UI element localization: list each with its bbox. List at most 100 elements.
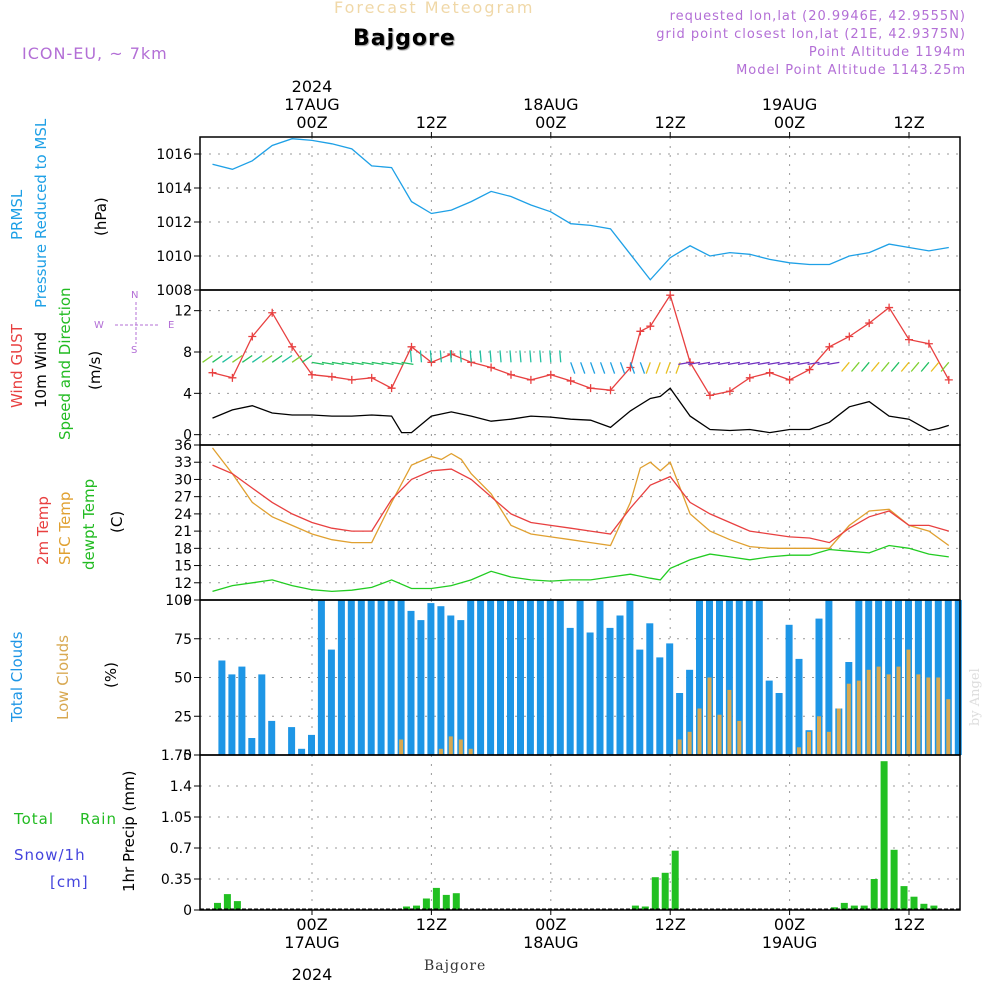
ytick-label-4-2: 50 [174,671,192,687]
rain-bar-13 [661,872,669,910]
wind-arrow-30 [609,362,616,374]
total-cloud-bar-22 [437,606,445,755]
xtick-label-top-2: 00Z [535,113,566,132]
wind-arrow-18 [489,350,492,363]
wind-arrow-62 [920,361,930,372]
wind-arrow-5 [361,361,374,366]
total-cloud-bar-11 [327,649,335,755]
low-cloud-bar-15 [826,731,831,756]
wind-arrow-7 [381,361,394,366]
low-cloud-bar-3 [458,739,463,755]
rain-bar-12 [651,877,659,910]
wind-arrow-50 [797,361,810,366]
wind-arrow-14 [449,350,452,363]
wind-arrow-34 [645,362,651,374]
wind-arrow-48 [777,361,790,366]
total-cloud-bar-51 [725,600,733,755]
ytick-label-1-2: 1012 [156,215,192,231]
low-cloud-bar-22 [896,666,901,755]
gust-marker-8 [367,373,376,382]
total-cloud-bar-74 [954,600,962,755]
footer-location: Bajgore [424,958,487,974]
total-cloud-bar-52 [735,600,743,755]
total-cloud-bar-38 [596,600,604,755]
ytick-label-2-3: 12 [174,304,192,320]
total-cloud-bar-0 [218,660,226,755]
wind-arrow-46 [757,361,770,366]
total-cloud-bar-30 [517,600,524,755]
total-cloud-bar-33 [546,600,554,755]
wind-arrow-2 [331,361,344,366]
snow-label: Snow/1h [14,846,86,864]
total-cloud-bar-14 [357,600,365,755]
ytick-label-4-0: 0 [183,748,192,764]
total-cloud-bar-60 [815,618,823,755]
compass-w: W [94,320,104,331]
rain-bar-5 [422,898,430,910]
rain-bar-14 [671,850,679,910]
gust-marker-7 [347,375,356,384]
dewpt-line [212,544,949,593]
total-cloud-bar-44 [656,657,664,755]
total-cloud-bar-73 [944,600,952,755]
wind-arrow-64 [940,361,950,372]
gust-marker-30 [785,375,794,384]
total-cloud-bar-45 [666,643,674,755]
low-cloud-bar-7 [697,708,702,755]
gust-marker-23 [646,322,655,331]
total-cloud-bar-54 [755,600,763,755]
compass-cross [115,302,158,344]
rain-bar-11 [641,906,649,910]
wind-arrow-47 [767,361,780,366]
total-cloud-bar-34 [556,600,564,755]
wind-arrow-19 [499,350,502,363]
wind-arrow-29 [599,362,606,374]
gust-marker-1 [228,373,237,382]
wind-arrow--8 [232,354,243,363]
total-cloud-bar-9 [308,734,315,755]
wind-speed-line [212,387,949,434]
top-title: Forecast Meteogram [334,0,535,17]
rain-bar-22 [900,886,908,910]
low-cloud-bar-10 [727,689,732,755]
xtick-label-top-5: 12Z [893,113,924,132]
wind-arrow-9 [401,361,414,366]
ytick-label-1-1: 1010 [156,249,192,265]
total-cloud-bar-16 [377,600,385,755]
wind-arrow-33 [639,362,646,374]
total-cloud-bar-56 [775,693,783,755]
wind-arrow-41 [707,361,721,366]
total-cloud-bar-7 [288,727,296,755]
wind-arrow-32 [629,362,636,374]
xtick-label-bottom-4: 00Z [774,915,805,934]
date-label-top-2: 18AUG [523,95,578,114]
gust-marker-22 [636,327,645,336]
rain-bar-2 [233,901,241,910]
ytick-label-5-0: 0 [183,903,192,919]
low-cloud-bar-9 [717,714,722,755]
wind-arrow-49 [787,361,800,366]
low-cloud-bar-16 [836,708,841,755]
wind-arrow-24 [549,350,552,363]
xtick-label-top-1: 12Z [416,113,447,132]
total-cloud-bar-58 [795,658,803,755]
gust-marker-37 [924,339,933,348]
wind-arrow-45 [747,361,760,366]
wind-arrow-31 [619,362,626,374]
wind-arrow--7 [241,354,253,363]
wind-arrow-53 [827,361,840,366]
xtick-label-top-4: 00Z [774,113,805,132]
wind-arrow-12 [429,350,433,363]
gust-marker-6 [327,372,336,381]
wind-arrow-3 [341,361,354,366]
gust-marker-31 [805,365,814,374]
rain-label: Rain [80,810,117,828]
wind-arrow-27 [580,362,586,374]
point-altitude: Point Altitude 1194m [808,45,966,60]
total-cloud-bar-18 [397,600,405,755]
wind-arrow-25 [559,350,562,363]
total-cloud-bar-48 [696,600,703,755]
wind-arrow-10 [409,350,413,363]
panel-frame-1 [199,136,961,291]
wind-arrow-54 [841,361,850,372]
